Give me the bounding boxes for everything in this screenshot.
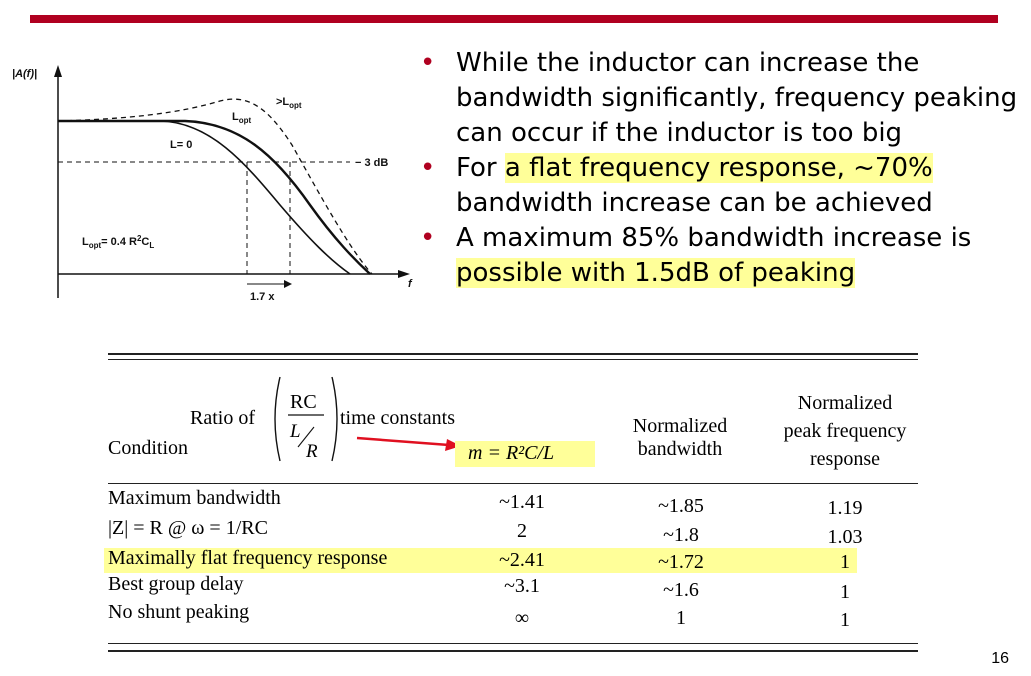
label-l-opt: Lopt: [232, 111, 252, 125]
col-bandwidth: Normalized bandwidth: [620, 415, 740, 461]
bullet-text: A maximum 85% bandwidth increase is: [456, 223, 972, 253]
label-gt-l-opt: >Lopt: [276, 96, 302, 110]
bullet-text: bandwidth increase can be achieved: [456, 188, 933, 218]
table-header-rule: [108, 483, 918, 484]
minus-3db-label: − 3 dB: [355, 157, 388, 169]
ratio-fraction: RC L R: [274, 376, 338, 462]
col-peak-line1: Normalized: [797, 392, 893, 414]
row-condition: Maximum bandwidth: [108, 487, 281, 509]
bullet-list: While the inductor can increase the band…: [420, 46, 1020, 291]
page-number: 16: [991, 650, 1009, 667]
x-axis-arrow: [398, 270, 410, 278]
bullet-highlight: possible with 1.5dB of peaking: [456, 258, 856, 288]
col-condition: Condition: [108, 437, 189, 459]
ratio-prefix: Ratio of: [190, 407, 255, 429]
col-bandwidth-line1: Normalized: [632, 415, 728, 437]
frequency-response-figure: |A(f)| f − 3 dB 1.7 x >Lopt Lopt L= 0 Lo…: [12, 65, 413, 303]
row-peak: 1: [840, 581, 850, 603]
curve-gt-l-opt: [57, 98, 373, 275]
row-peak: 1: [840, 609, 850, 631]
highlight-maximally-flat-row: [104, 548, 857, 573]
curve-l-zero: [58, 120, 351, 275]
row-m: ~3.1: [504, 575, 540, 597]
table-top-rule: [108, 353, 918, 355]
bullet-highlight: a flat frequency response, ~70%: [504, 153, 933, 183]
bullet-item: While the inductor can increase the band…: [420, 46, 1020, 151]
ratio-numerator: RC: [290, 391, 317, 413]
row-condition: Best group delay: [108, 573, 244, 595]
row-m: 2: [517, 520, 527, 542]
table-bottom-rule-thin: [108, 643, 918, 644]
curve-l-opt: [58, 119, 371, 275]
col-m: m = R²C/L: [468, 442, 555, 464]
row-peak: 1.19: [827, 497, 863, 519]
label-l-opt-formula: Lopt= 0.4 R2CL: [82, 234, 154, 250]
shunt-peaking-table: Ratio of RC L R time constants Condition…: [100, 345, 920, 665]
col-bandwidth-line2: bandwidth: [637, 438, 723, 460]
row-bandwidth: ~1.85: [658, 495, 704, 517]
table-top-rule-thin: [108, 359, 918, 360]
bullet-text: While the inductor can increase the band…: [456, 48, 1018, 148]
row-condition: |Z| = R @ ω = 1/RC: [108, 517, 268, 539]
row-bandwidth: ~1.72: [658, 551, 704, 573]
ratio-den-top: L: [289, 421, 301, 442]
row-bandwidth: ~1.8: [663, 524, 699, 546]
row-m: ~2.41: [499, 549, 545, 571]
col-peak-line3: response: [810, 448, 880, 470]
col-peak-response: Normalized peak frequency response: [765, 389, 925, 473]
ratio-suffix: time constants: [340, 407, 455, 429]
row-peak: 1.03: [827, 526, 863, 548]
table-bottom-rule: [108, 650, 918, 652]
ratio-den-bottom: R: [305, 441, 318, 462]
row-bandwidth: 1: [676, 607, 686, 629]
title-bar-accent: [30, 15, 998, 23]
row-condition: No shunt peaking: [108, 601, 250, 623]
bullet-text: For: [456, 153, 505, 183]
x-axis-label: f: [408, 278, 413, 290]
y-axis-arrow: [54, 65, 62, 77]
row-m: ∞: [514, 607, 530, 629]
bandwidth-ratio-arrowhead: [284, 280, 292, 288]
row-bandwidth: ~1.6: [663, 579, 699, 601]
bullet-item: For a flat frequency response, ~70% band…: [420, 151, 1020, 221]
row-condition: Maximally flat frequency response: [108, 547, 388, 569]
y-axis-label: |A(f)|: [12, 68, 37, 80]
bandwidth-ratio-label: 1.7 x: [250, 291, 275, 303]
m-header-highlight: [455, 441, 595, 467]
col-peak-line2: peak frequency: [783, 420, 907, 442]
row-peak: 1: [840, 551, 850, 573]
arrow-to-m: [356, 436, 461, 451]
label-l-zero: L= 0: [170, 139, 192, 151]
bullet-item: A maximum 85% bandwidth increase is poss…: [420, 221, 1020, 291]
row-m: ~1.41: [499, 491, 545, 513]
